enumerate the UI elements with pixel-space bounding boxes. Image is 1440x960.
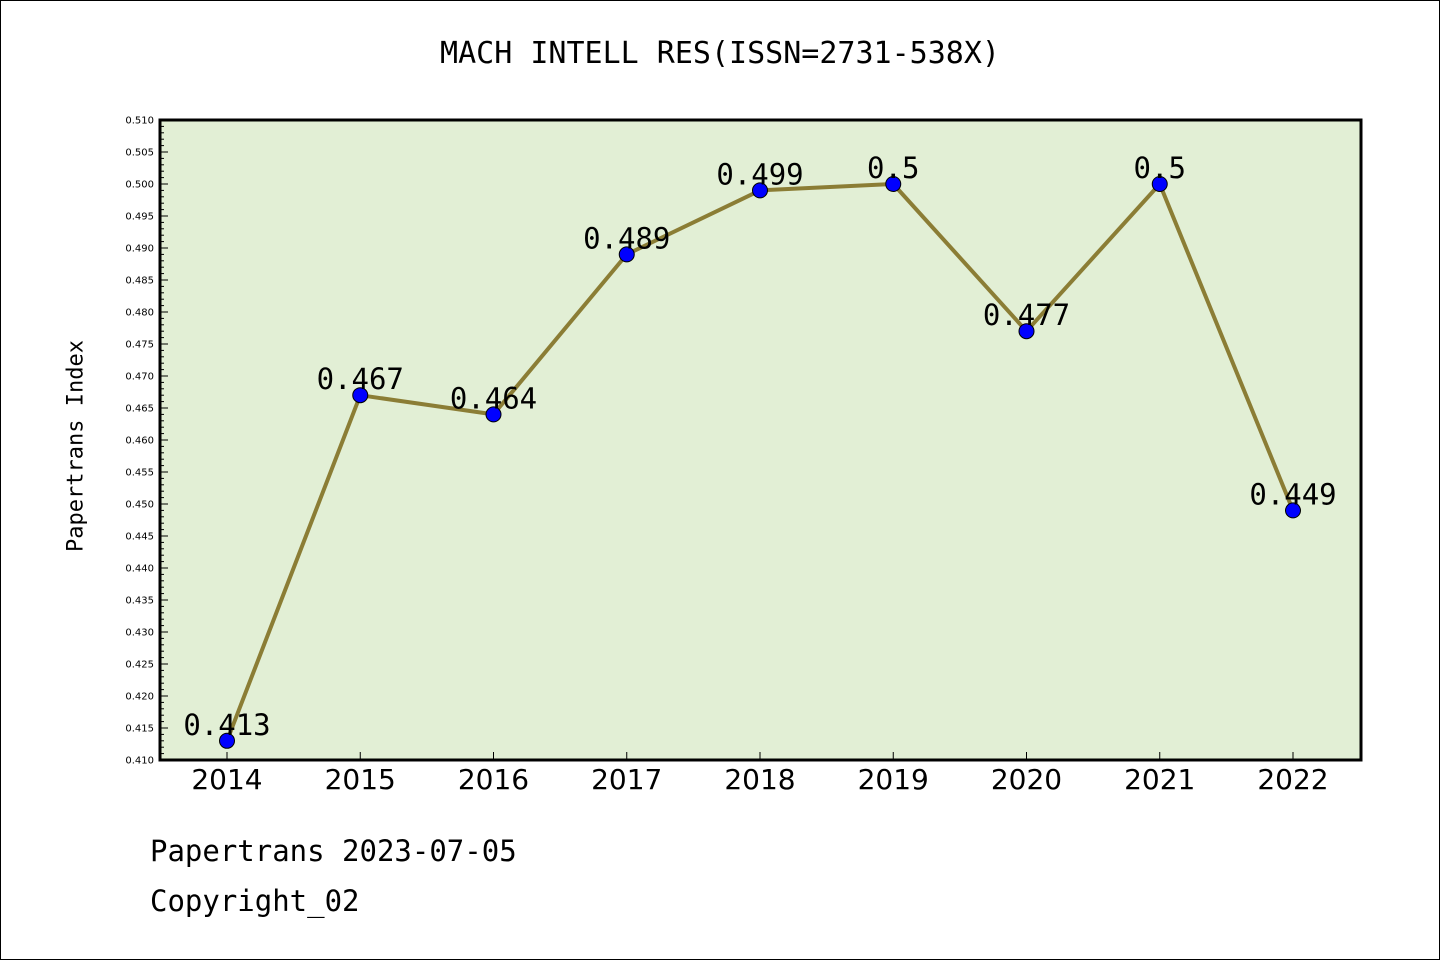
data-label: 0.449 (1249, 477, 1336, 511)
data-points (219, 176, 1301, 749)
y-tick-label: 0.410 (125, 756, 154, 767)
data-label: 0.499 (716, 157, 803, 191)
x-tick-label: 2018 (724, 763, 795, 796)
plot-area (160, 120, 1361, 760)
plot-border (158, 118, 1363, 762)
y-tick-label: 0.475 (125, 340, 154, 351)
data-point-marker (485, 406, 502, 423)
chart-title: MACH INTELL RES(ISSN=2731-538X) (440, 36, 1000, 71)
y-tick-label: 0.425 (125, 660, 154, 671)
x-tick-label: 2016 (458, 763, 529, 796)
data-point-marker (1285, 502, 1301, 519)
data-label: 0.467 (317, 362, 404, 396)
y-tick-label: 0.435 (125, 596, 154, 607)
data-label: 0.489 (583, 221, 670, 255)
x-tick-label: 2014 (191, 763, 262, 796)
y-tick-label: 0.440 (125, 564, 154, 575)
data-point-marker (352, 387, 369, 404)
y-tick-label: 0.420 (125, 692, 154, 703)
x-tick-label: 2020 (991, 763, 1062, 796)
data-label: 0.477 (983, 298, 1070, 332)
y-tick-label: 0.510 (125, 116, 154, 127)
y-tick-label: 0.470 (125, 372, 154, 383)
y-tick-label: 0.480 (125, 308, 154, 319)
y-tick-label: 0.485 (125, 276, 154, 287)
y-tick-label: 0.495 (125, 212, 154, 223)
data-point-marker (618, 246, 635, 263)
y-tick-label: 0.445 (125, 532, 154, 543)
footer-date: Papertrans 2023-07-05 (150, 834, 517, 868)
x-tick-label: 2019 (858, 763, 929, 796)
data-label: 0.5 (867, 151, 919, 185)
y-tick-label: 0.500 (125, 180, 154, 191)
y-tick-label: 0.450 (125, 500, 154, 511)
x-tick-label: 2017 (591, 763, 662, 796)
data-label: 0.413 (183, 708, 270, 742)
data-point-marker (1018, 323, 1035, 340)
x-tick-label: 2022 (1257, 763, 1328, 796)
y-axis: 0.410 0.415 0.420 0.425 0.430 0.435 0.440 0.445… (125, 116, 168, 767)
data-labels: 0.413 0.467 0.464 0.489 0.499 0.5 0.477 0.5 0.44… (183, 151, 1336, 742)
x-tick-label: 2015 (325, 763, 396, 796)
y-tick-label: 0.455 (125, 468, 154, 479)
y-tick-label: 0.430 (125, 628, 154, 639)
x-axis: 2014 2015 2016 2017 2018 2019 2020 2021 2022 (191, 752, 1329, 796)
data-point-marker (1151, 176, 1168, 192)
data-point-marker (885, 176, 902, 192)
data-point-marker (752, 182, 768, 199)
data-label: 0.464 (450, 381, 537, 415)
y-tick-label: 0.460 (125, 436, 154, 447)
y-tick-label: 0.505 (125, 148, 154, 159)
data-point-marker (219, 732, 235, 749)
data-label: 0.5 (1134, 151, 1186, 185)
footer-copyright: Copyright_02 (150, 884, 360, 918)
y-tick-label: 0.465 (125, 404, 154, 415)
x-tick-label: 2021 (1124, 763, 1195, 796)
y-tick-label: 0.490 (125, 244, 154, 255)
y-tick-label: 0.415 (125, 724, 154, 735)
